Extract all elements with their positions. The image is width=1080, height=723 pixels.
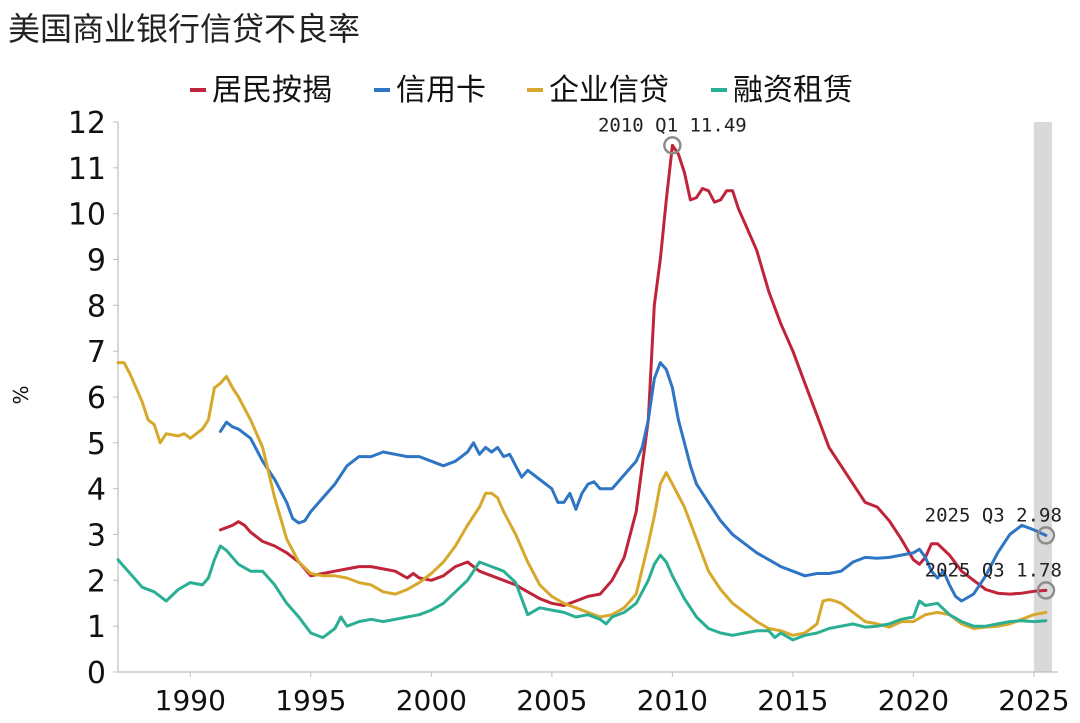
y-tick-label: 3 xyxy=(87,519,106,554)
x-tick-label: 2020 xyxy=(878,684,949,717)
y-tick-label: 10 xyxy=(68,198,106,233)
y-tick-label: 7 xyxy=(87,335,106,370)
annotation-marker xyxy=(663,136,682,155)
x-tick-label: 2025 xyxy=(998,684,1069,717)
annotation-label: 2025 Q3 2.98 xyxy=(925,504,1062,526)
x-tick-label: 2010 xyxy=(637,684,708,717)
y-axis-label: % xyxy=(9,385,33,404)
annotation-marker xyxy=(1036,526,1056,545)
y-tick-label: 2 xyxy=(87,564,106,599)
x-tick-label: 2000 xyxy=(396,684,467,717)
annotation-label: 2025 Q3 1.78 xyxy=(925,559,1062,581)
y-tick-label: 12 xyxy=(68,106,106,141)
legend-label: 居民按揭 xyxy=(212,73,332,108)
legend-label: 企业信贷 xyxy=(549,73,669,108)
legend-label: 信用卡 xyxy=(396,73,486,108)
series-line xyxy=(218,361,1048,603)
x-tick-label: 1990 xyxy=(155,684,226,717)
chart-legend: 居民按揭 信用卡 企业信贷 融资租赁 xyxy=(190,73,853,108)
annotation-marker xyxy=(1036,581,1056,600)
chart-title: 美国商业银行信贷不良率 xyxy=(8,10,360,48)
x-tick-label: 2005 xyxy=(516,684,587,717)
y-tick-label: 9 xyxy=(87,244,106,279)
y-tick-label: 8 xyxy=(87,289,106,324)
legend-label: 融资租赁 xyxy=(733,73,853,108)
y-tick-label: 4 xyxy=(87,473,106,508)
series-line xyxy=(116,544,1048,642)
series-line xyxy=(218,143,1048,607)
series-line xyxy=(116,361,1048,637)
y-tick-label: 6 xyxy=(87,381,106,416)
y-tick-label: 1 xyxy=(87,610,106,645)
y-tick-label: 5 xyxy=(87,427,106,462)
y-tick-label: 0 xyxy=(87,656,106,691)
x-tick-label: 1995 xyxy=(275,684,346,717)
y-tick-label: 11 xyxy=(68,152,106,187)
annotation-label: 2010 Q1 11.49 xyxy=(598,114,747,136)
x-tick-label: 2015 xyxy=(757,684,828,717)
